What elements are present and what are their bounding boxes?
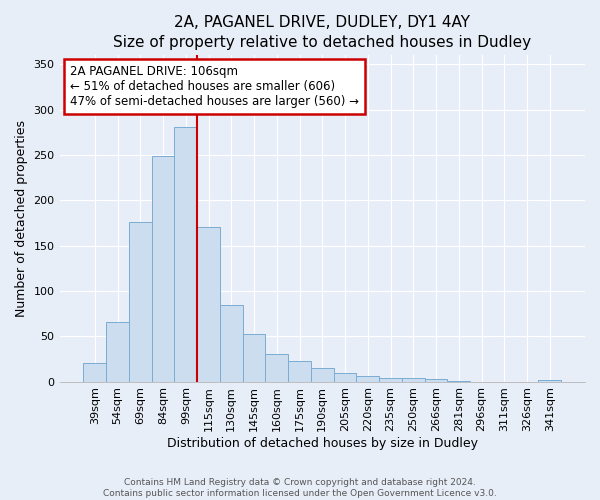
Bar [242, 334, 265, 382]
Bar [83, 364, 106, 382]
Y-axis label: Number of detached properties: Number of detached properties [15, 120, 28, 317]
Bar [129, 222, 152, 382]
Bar [311, 368, 334, 382]
Bar [220, 304, 242, 382]
Bar [379, 378, 402, 382]
Bar [288, 360, 311, 382]
Bar [175, 127, 197, 382]
Bar [152, 156, 175, 382]
Title: 2A, PAGANEL DRIVE, DUDLEY, DY1 4AY
Size of property relative to detached houses : 2A, PAGANEL DRIVE, DUDLEY, DY1 4AY Size … [113, 15, 532, 50]
Bar [402, 378, 425, 382]
Bar [265, 354, 288, 382]
Bar [538, 380, 561, 382]
X-axis label: Distribution of detached houses by size in Dudley: Distribution of detached houses by size … [167, 437, 478, 450]
Bar [356, 376, 379, 382]
Bar [334, 372, 356, 382]
Bar [197, 226, 220, 382]
Text: 2A PAGANEL DRIVE: 106sqm
← 51% of detached houses are smaller (606)
47% of semi-: 2A PAGANEL DRIVE: 106sqm ← 51% of detach… [70, 65, 359, 108]
Bar [425, 379, 448, 382]
Text: Contains HM Land Registry data © Crown copyright and database right 2024.
Contai: Contains HM Land Registry data © Crown c… [103, 478, 497, 498]
Bar [448, 380, 470, 382]
Bar [106, 322, 129, 382]
